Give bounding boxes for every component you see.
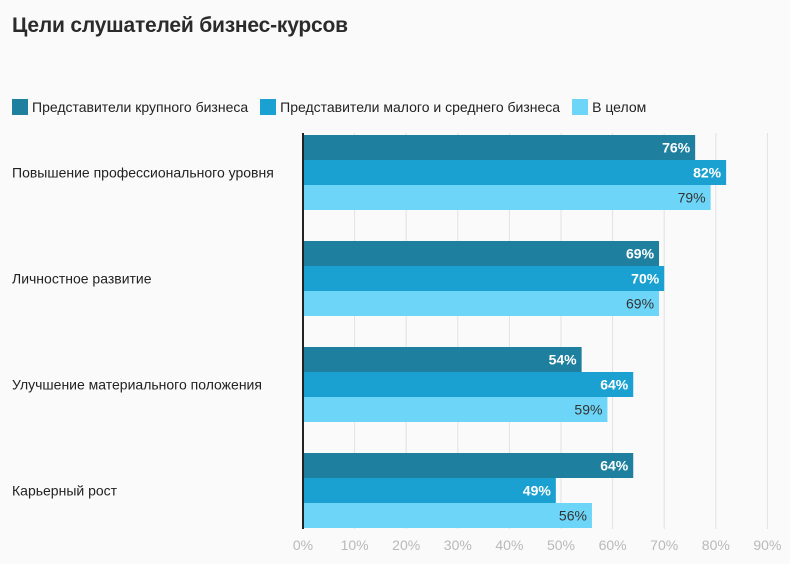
data-label: 70%: [631, 271, 660, 287]
legend-swatch-large-business: [12, 99, 28, 115]
legend-item-large-business[interactable]: Представители крупного бизнеса: [12, 99, 248, 115]
x-tick-label: 80%: [702, 537, 730, 553]
chart-title: Цели слушателей бизнес-курсов: [12, 14, 348, 37]
x-tick-label: 20%: [392, 537, 420, 553]
data-label: 76%: [662, 140, 691, 156]
bar: [303, 347, 582, 372]
legend-label-overall: В целом: [592, 99, 647, 115]
legend-item-small-business[interactable]: Представители малого и среднего бизнеса: [260, 99, 560, 115]
x-tick-label: 10%: [341, 537, 369, 553]
x-tick-label: 50%: [547, 537, 575, 553]
category-label: Карьерный рост: [12, 483, 118, 499]
bar: [303, 478, 556, 503]
data-label: 64%: [600, 458, 629, 474]
data-label: 54%: [549, 352, 578, 368]
legend-swatch-overall: [572, 99, 589, 115]
bar: [303, 503, 592, 528]
legend-swatch-small-business: [260, 99, 277, 115]
data-label: 69%: [626, 296, 654, 312]
data-label: 82%: [693, 165, 722, 181]
bar: [303, 291, 660, 316]
data-label: 69%: [626, 246, 655, 262]
bar: [303, 266, 665, 291]
data-label: 79%: [678, 190, 706, 206]
bar: [303, 241, 660, 266]
legend-item-overall[interactable]: В целом: [572, 99, 646, 115]
x-tick-label: 40%: [495, 537, 523, 553]
category-label: Улучшение материального положения: [12, 377, 262, 393]
bar: [303, 135, 696, 160]
legend: Представители крупного бизнеса Представи…: [12, 99, 658, 115]
x-tick-label: 70%: [650, 537, 678, 553]
category-label: Личностное развитие: [12, 271, 152, 287]
bar: [303, 160, 727, 185]
data-label: 64%: [600, 377, 629, 393]
legend-label-small-business: Представители малого и среднего бизнеса: [280, 99, 561, 115]
bar: [303, 372, 634, 397]
data-label: 59%: [574, 402, 602, 418]
x-tick-label: 90%: [753, 537, 781, 553]
data-label: 56%: [559, 508, 587, 524]
legend-label-large-business: Представители крупного бизнеса: [32, 99, 249, 115]
bar: [303, 397, 608, 422]
x-tick-label: 60%: [599, 537, 627, 553]
bar: [303, 453, 634, 478]
category-label: Повышение профессионального уровня: [12, 165, 274, 181]
bar: [303, 185, 711, 210]
data-label: 49%: [523, 483, 552, 499]
x-tick-label: 0%: [293, 537, 313, 553]
x-tick-label: 30%: [444, 537, 472, 553]
